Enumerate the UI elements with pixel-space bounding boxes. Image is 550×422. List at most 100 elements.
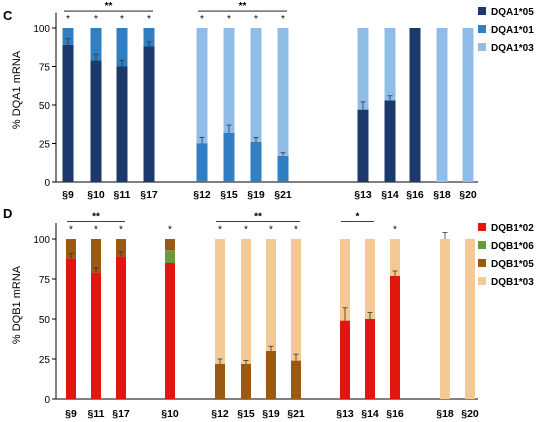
bar-segment (116, 66, 128, 182)
bar-segment (116, 239, 126, 257)
bar-segment (91, 239, 101, 273)
x-tick-label: §13 (354, 189, 372, 201)
bar-segment (66, 258, 76, 399)
bar-segment (266, 239, 276, 351)
bar-segment (143, 28, 155, 47)
bar-segment (340, 320, 350, 399)
bar-segment (196, 28, 208, 144)
x-tick-label: §21 (287, 408, 305, 420)
significance-star: * (269, 224, 273, 235)
x-tick-label: §11 (114, 189, 131, 201)
y-tick-label: 0 (44, 178, 50, 189)
x-tick-label: §17 (140, 189, 158, 201)
y-tick-label: 50 (39, 315, 51, 326)
bar-segment (277, 155, 289, 182)
bar-segment (165, 239, 175, 251)
y-tick-label: 75 (39, 63, 51, 74)
x-tick-label: §21 (274, 189, 292, 201)
significance-star: * (168, 224, 172, 235)
legend-swatch (478, 223, 486, 231)
significance-star: * (94, 224, 98, 235)
bar-segment (365, 239, 375, 319)
x-tick-label: §20 (459, 189, 477, 201)
bar-segment (215, 363, 225, 399)
x-tick-label: §18 (433, 189, 451, 201)
significance-star: * (94, 14, 98, 25)
bar-segment (440, 239, 450, 399)
significance-star: * (218, 224, 222, 235)
bar-segment (90, 28, 102, 61)
y-tick-label: 25 (39, 140, 51, 151)
significance-star: * (294, 224, 298, 235)
legend-label: DQB1*03 (491, 277, 534, 288)
x-tick-label: §18 (436, 408, 454, 420)
bar-segment (436, 28, 448, 182)
bar-segment (62, 28, 74, 45)
bar-segment (223, 132, 235, 182)
x-tick-label: §14 (361, 408, 379, 420)
bar-segment (66, 239, 76, 259)
x-tick-label: §15 (237, 408, 255, 420)
legend-label: DQB1*05 (491, 259, 534, 270)
bar-segment (196, 143, 208, 182)
x-tick-label: §10 (87, 189, 105, 201)
bar-segment (215, 239, 225, 364)
bar-segment (357, 28, 369, 110)
legend-label: DQB1*02 (491, 223, 534, 234)
y-tick-label: 25 (39, 355, 51, 366)
significance-star: * (244, 224, 248, 235)
bar-segment (277, 28, 289, 156)
significance-star: * (147, 14, 151, 25)
significance-star: * (200, 14, 204, 25)
x-tick-label: §15 (220, 189, 238, 201)
significance-star: * (119, 224, 123, 235)
y-tick-label: 100 (33, 24, 50, 35)
bar-segment (143, 46, 155, 183)
bar-segment (462, 28, 474, 182)
x-tick-label: §9 (62, 189, 74, 201)
significance-bracket-label: ** (254, 211, 262, 222)
bar-segment (340, 239, 350, 321)
bar-segment (165, 250, 175, 263)
panel-c-y-axis-label: % DQA1 mRNA (11, 50, 23, 129)
significance-bracket-label: ** (92, 211, 100, 222)
x-tick-label: §14 (381, 189, 399, 201)
bar-segment (116, 28, 128, 67)
x-tick-label: §9 (65, 408, 77, 420)
legend-label: DQB1*06 (491, 241, 534, 252)
bar-segment (250, 28, 262, 142)
legend-swatch (478, 277, 486, 285)
panel-d-chart: D % DQB1 mRNA 0 25 50 75 100 * §9 * §11 * §17 * §10 *… (3, 206, 534, 420)
bar-segment (266, 351, 276, 399)
legend-swatch (478, 25, 486, 33)
bar-segment (116, 256, 126, 399)
x-tick-label: §20 (461, 408, 479, 420)
significance-star: * (69, 224, 73, 235)
significance-star: * (66, 14, 70, 25)
bar-segment (223, 28, 235, 133)
legend-swatch (478, 43, 486, 51)
significance-star: * (393, 224, 397, 235)
bar-segment (241, 239, 251, 364)
x-tick-label: §10 (161, 408, 179, 420)
bar-segment (390, 239, 400, 276)
legend-label: DQA1*05 (491, 7, 534, 18)
x-tick-label: §12 (211, 408, 229, 420)
significance-bracket-label: * (356, 211, 360, 222)
x-tick-label: §13 (336, 408, 354, 420)
significance-bracket-label: ** (105, 1, 113, 12)
panel-c-letter: C (3, 8, 13, 23)
bar-segment (384, 28, 396, 101)
bar-segment (365, 319, 375, 399)
x-tick-label: §16 (386, 408, 404, 420)
y-tick-label: 100 (33, 235, 50, 246)
significance-star: * (120, 14, 124, 25)
y-tick-label: 75 (39, 275, 51, 286)
bar-segment (165, 263, 175, 399)
bar-segment (357, 109, 369, 182)
bar-segment (465, 239, 475, 399)
significance-bracket-label: ** (239, 1, 247, 12)
significance-star: * (254, 14, 258, 25)
panel-d-letter: D (3, 206, 12, 221)
